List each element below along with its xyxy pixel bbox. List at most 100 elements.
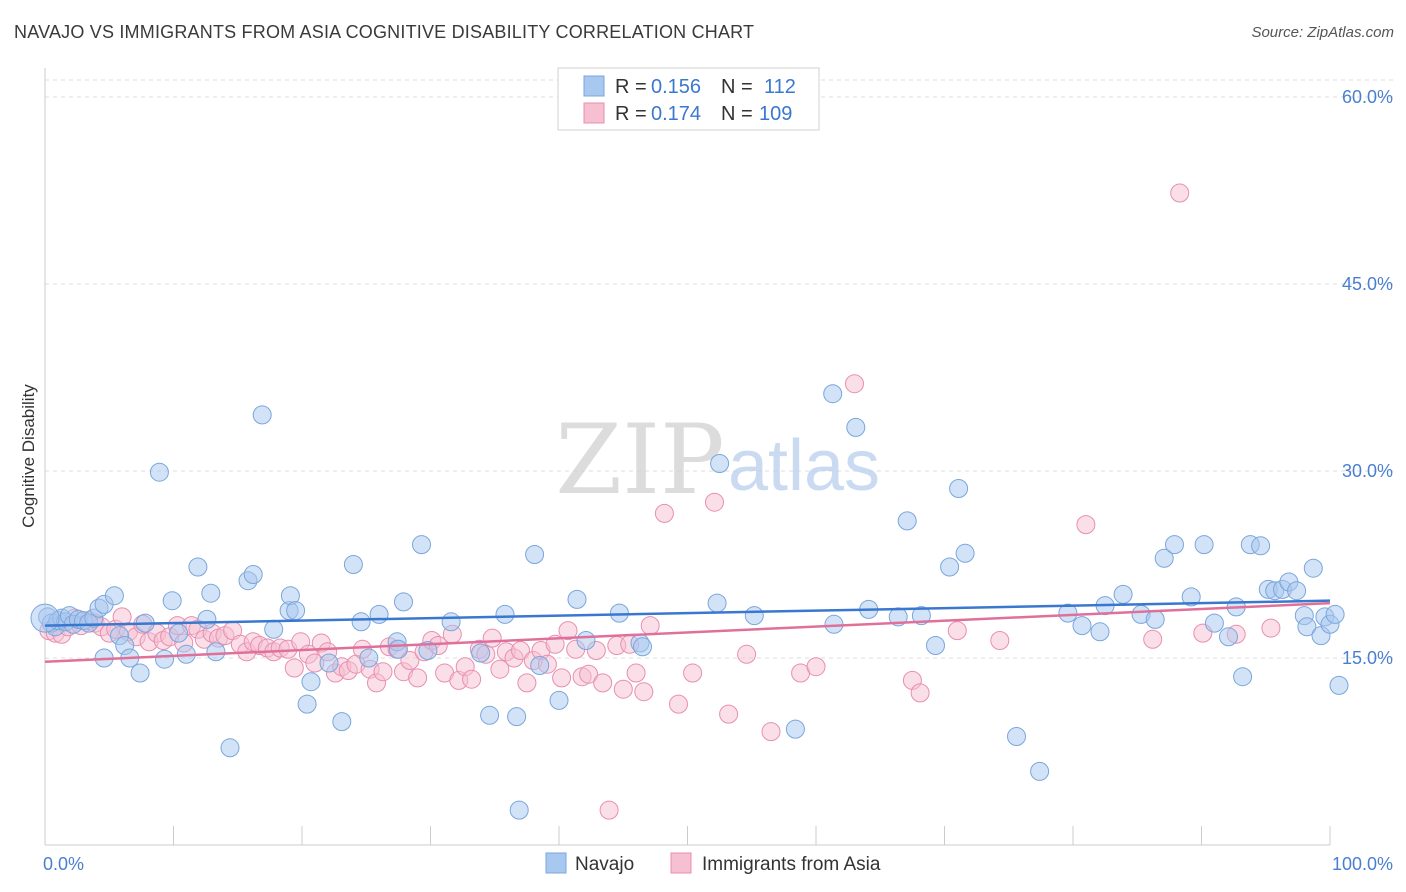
- point-asia-104: [1143, 629, 1163, 649]
- point-navajo-54: [495, 604, 515, 624]
- point-navajo-49: [412, 535, 431, 555]
- point-asia-90: [669, 694, 688, 714]
- point-asia-92: [705, 492, 724, 512]
- point-navajo-38: [297, 694, 317, 714]
- legend-n-label-asia: N =: [721, 103, 753, 125]
- point-navajo-61: [576, 631, 596, 650]
- point-navajo-32: [243, 565, 263, 584]
- point-asia-84: [613, 679, 633, 699]
- point-navajo-24: [169, 623, 189, 643]
- bottom-legend-swatch-asia: [670, 852, 692, 874]
- point-navajo-30: [220, 738, 240, 758]
- point-navajo-56: [509, 800, 529, 820]
- point-navajo-79: [955, 543, 975, 563]
- legend-r-label-navajo: R =: [615, 76, 647, 98]
- legend-swatch-navajo: [583, 75, 605, 97]
- point-navajo-90: [1165, 535, 1184, 555]
- legend-r-value-navajo: 0.156: [651, 76, 701, 98]
- trend-line-asia: [44, 601, 1331, 663]
- chart-source: Source: ZipAtlas.com: [1251, 24, 1394, 41]
- point-navajo-22: [155, 649, 174, 669]
- x-tick-label-start: 0.0%: [43, 854, 84, 874]
- point-navajo-53: [480, 705, 500, 725]
- point-asia-95: [761, 722, 781, 742]
- point-navajo-42: [343, 555, 363, 574]
- trend-line-navajo: [44, 599, 1331, 627]
- y-tick-label-1: 30.0%: [1342, 461, 1393, 481]
- point-asia-65: [482, 628, 502, 648]
- point-asia-97: [806, 657, 826, 677]
- point-navajo-41: [332, 712, 352, 732]
- point-navajo-cluster: [30, 603, 60, 633]
- point-asia-105: [1170, 183, 1190, 203]
- point-asia-75: [552, 668, 572, 688]
- point-navajo-94: [1219, 627, 1238, 647]
- point-navajo-55: [507, 707, 527, 727]
- point-asia-79: [579, 664, 599, 684]
- point-asia-91: [683, 663, 703, 683]
- point-navajo-67: [744, 606, 764, 626]
- chart-title: NAVAJO VS IMMIGRANTS FROM ASIA COGNITIVE…: [14, 22, 755, 42]
- point-navajo-74: [897, 511, 917, 531]
- point-navajo-65: [707, 593, 727, 613]
- point-navajo-110: [1325, 604, 1345, 624]
- point-navajo-21: [149, 462, 169, 482]
- point-navajo-111: [1329, 675, 1349, 695]
- point-navajo-64: [633, 637, 652, 657]
- point-navajo-77: [940, 557, 960, 577]
- bottom-legend: Navajo Immigrants from Asia: [545, 852, 881, 875]
- point-asia-89: [654, 503, 674, 523]
- point-navajo-47: [388, 639, 408, 659]
- point-navajo-78: [949, 479, 969, 498]
- point-navajo-39: [301, 672, 321, 692]
- point-asia-87: [634, 682, 654, 702]
- point-asia-69: [511, 641, 530, 660]
- y-tick-label-0: 15.0%: [1342, 648, 1393, 668]
- point-asia-108: [1261, 618, 1281, 638]
- legend: R = 0.156 N = 112 R = 0.174 N = 109: [557, 67, 820, 131]
- point-navajo-91: [1181, 587, 1201, 607]
- point-navajo-40: [319, 653, 339, 673]
- legend-n-value-navajo: 112: [764, 76, 796, 98]
- point-asia-76: [558, 621, 578, 641]
- point-asia-66: [490, 659, 510, 679]
- point-navajo-23: [162, 591, 182, 611]
- point-asia-98: [845, 374, 864, 394]
- point-navajo-68: [785, 719, 805, 739]
- x-tick-label-end: 100.0%: [1332, 854, 1393, 874]
- point-asia-102: [990, 631, 1010, 650]
- point-navajo-27: [197, 609, 217, 629]
- point-navajo-66: [710, 454, 730, 473]
- point-asia-81: [593, 673, 613, 693]
- point-asia-82: [599, 800, 619, 820]
- bottom-legend-label-asia: Immigrants from Asia: [702, 854, 881, 875]
- legend-r-label-asia: R =: [615, 103, 647, 125]
- point-asia-101: [947, 621, 967, 641]
- legend-n-label-navajo: N =: [721, 76, 753, 98]
- legend-n-value-asia: 109: [759, 103, 792, 125]
- point-navajo-59: [549, 690, 569, 710]
- point-navajo-37: [286, 601, 306, 621]
- point-asia-103: [1076, 515, 1096, 535]
- point-navajo-83: [1072, 616, 1092, 636]
- y-tick-label-3: 60.0%: [1342, 87, 1393, 107]
- watermark-zip: ZIP: [555, 404, 724, 516]
- y-tick-labels: 15.0% 30.0% 45.0% 60.0%: [1342, 87, 1393, 668]
- point-asia-62: [462, 669, 482, 689]
- point-navajo-26: [188, 557, 208, 577]
- point-navajo-44: [359, 648, 379, 668]
- point-asia-88: [640, 616, 660, 636]
- point-navajo-106: [1303, 558, 1323, 578]
- point-navajo-43: [351, 612, 371, 632]
- point-navajo-84: [1090, 622, 1110, 642]
- point-navajo-45: [369, 604, 389, 624]
- point-navajo-96: [1233, 667, 1253, 687]
- point-navajo-51: [441, 612, 461, 632]
- point-navajo-81: [1030, 761, 1050, 781]
- legend-r-value-asia: 0.174: [651, 103, 701, 125]
- point-asia-94: [737, 644, 757, 664]
- legend-swatch-asia: [583, 102, 605, 124]
- point-navajo-82: [1058, 603, 1078, 623]
- point-navajo-60: [567, 589, 587, 609]
